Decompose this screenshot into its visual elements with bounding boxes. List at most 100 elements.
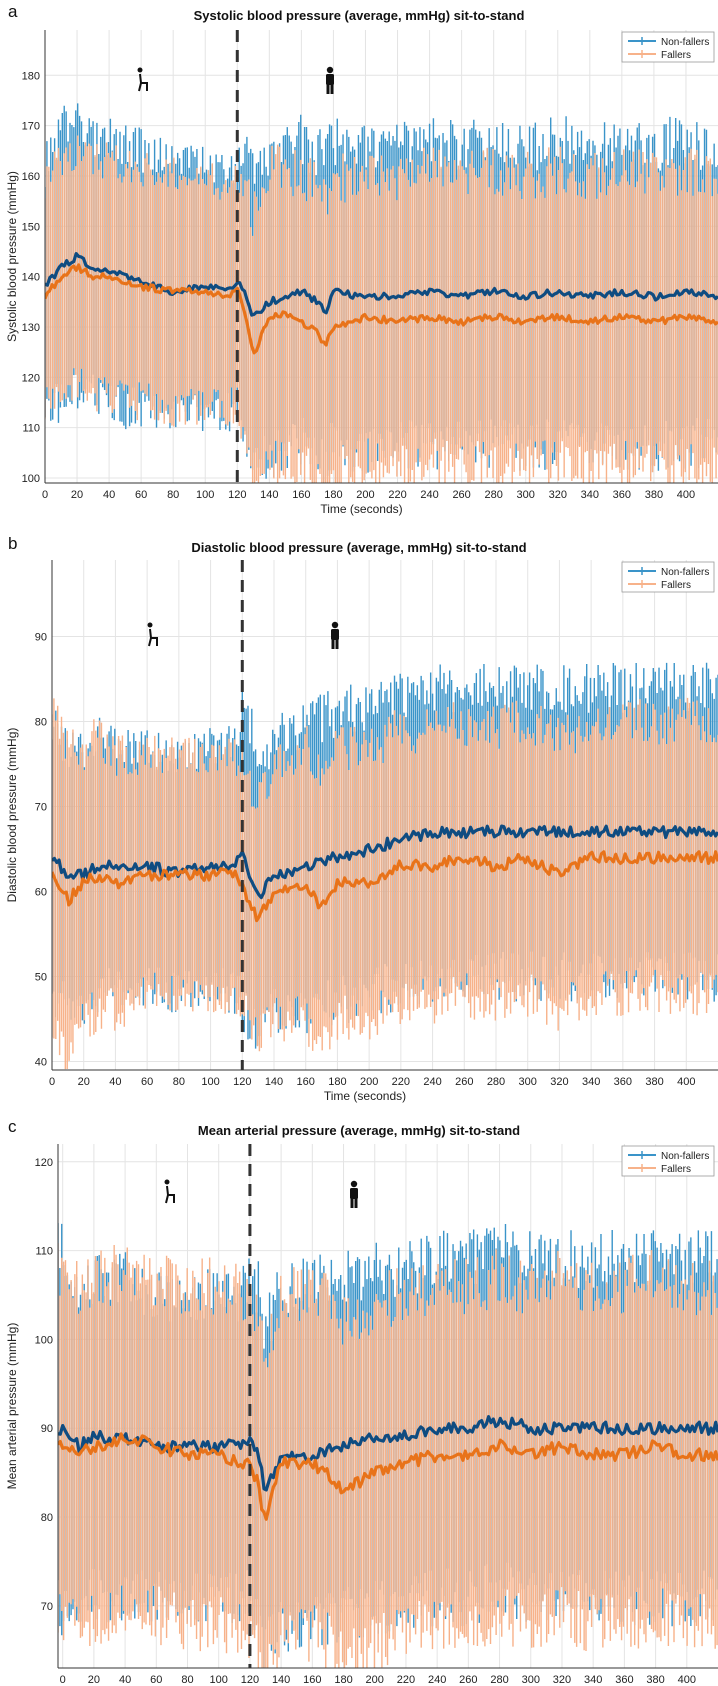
chart-title: Diastolic blood pressure (average, mmHg)… xyxy=(191,540,527,555)
panel-b: b Diastolic blood pressure (average, mmH… xyxy=(0,530,718,1103)
y-tick-label: 40 xyxy=(35,1057,47,1069)
sitting-person-icon xyxy=(137,67,148,92)
y-tick-label: 70 xyxy=(35,802,47,814)
legend-box xyxy=(621,31,715,63)
x-tick-label: 20 xyxy=(71,489,83,501)
y-tick-label: 110 xyxy=(35,1246,53,1258)
plot-area xyxy=(58,1223,718,1668)
x-tick-label: 340 xyxy=(584,1674,602,1686)
x-tick-label: 0 xyxy=(49,1076,55,1088)
panel-letter: b xyxy=(8,534,18,553)
legend-label: Non-fallers xyxy=(661,1151,709,1162)
x-tick-label: 380 xyxy=(645,489,663,501)
x-tick-label: 220 xyxy=(397,1674,415,1686)
x-tick-label: 300 xyxy=(519,1076,537,1088)
mean-line-fallers xyxy=(45,263,718,355)
y-tick-label: 160 xyxy=(22,171,40,183)
plot-area xyxy=(52,662,718,1070)
x-tick-label: 320 xyxy=(553,1674,571,1686)
error-band-fallers xyxy=(58,1243,718,1668)
x-tick-label: 240 xyxy=(423,1076,441,1088)
y-axis-label: Systolic blood pressure (mmHg) xyxy=(5,171,19,342)
plot-area xyxy=(45,103,718,483)
y-tick-label: 80 xyxy=(35,717,47,729)
standing-person-icon xyxy=(331,621,339,649)
x-tick-label: 320 xyxy=(550,1076,568,1088)
x-tick-label: 120 xyxy=(233,1076,251,1088)
x-tick-label: 120 xyxy=(228,489,246,501)
x-tick-label: 240 xyxy=(420,489,438,501)
chart-title: Systolic blood pressure (average, mmHg) … xyxy=(193,8,525,23)
x-tick-label: 160 xyxy=(303,1674,321,1686)
mean-line-fallers xyxy=(58,1432,718,1521)
y-tick-label: 70 xyxy=(41,1601,53,1613)
y-tick-label: 90 xyxy=(41,1423,53,1435)
x-tick-label: 160 xyxy=(297,1076,315,1088)
standing-person-icon xyxy=(326,66,334,94)
x-tick-label: 60 xyxy=(135,489,147,501)
x-tick-label: 0 xyxy=(42,489,48,501)
x-tick-label: 40 xyxy=(119,1674,131,1686)
y-tick-label: 80 xyxy=(41,1512,53,1524)
x-tick-label: 120 xyxy=(241,1674,259,1686)
x-tick-label: 60 xyxy=(141,1076,153,1088)
x-tick-label: 380 xyxy=(645,1076,663,1088)
sitting-person-icon xyxy=(164,1179,175,1204)
y-tick-label: 140 xyxy=(22,272,40,284)
legend: Non-fallers Fallers xyxy=(621,1145,715,1177)
x-tick-label: 300 xyxy=(517,489,535,501)
x-tick-label: 340 xyxy=(581,489,599,501)
diastolic-chart: 0 20 40 60 80 100 120 140 160 180 200 220 240 260 280 3… xyxy=(5,560,718,1103)
legend: Non-fallers Fallers xyxy=(621,31,715,63)
x-tick-label: 320 xyxy=(549,489,567,501)
legend-label: Fallers xyxy=(661,580,691,591)
x-tick-label: 340 xyxy=(582,1076,600,1088)
x-tick-label: 140 xyxy=(260,489,278,501)
x-tick-label: 260 xyxy=(452,489,470,501)
systolic-chart: 0 20 40 60 80 100 120 140 160 180 200 220 240 260 280 3… xyxy=(5,30,718,516)
x-tick-label: 220 xyxy=(392,1076,410,1088)
y-tick-label: 110 xyxy=(22,423,40,435)
legend-box xyxy=(621,1145,715,1177)
x-tick-label: 100 xyxy=(196,489,214,501)
x-tick-label: 100 xyxy=(210,1674,228,1686)
legend: Non-fallers Fallers xyxy=(621,561,715,593)
error-band-fallers xyxy=(45,135,718,483)
y-tick-label: 120 xyxy=(22,372,40,384)
x-tick-label: 360 xyxy=(615,1674,633,1686)
x-tick-label: 100 xyxy=(201,1076,219,1088)
y-tick-label: 170 xyxy=(22,121,40,133)
x-tick-label: 140 xyxy=(272,1674,290,1686)
panel-c: c Mean arterial pressure (average, mmHg)… xyxy=(0,1114,718,1686)
x-tick-label: 300 xyxy=(522,1674,540,1686)
x-tick-label: 80 xyxy=(173,1076,185,1088)
x-tick-label: 360 xyxy=(614,1076,632,1088)
mean-line-fallers xyxy=(52,850,718,923)
x-tick-label: 280 xyxy=(490,1674,508,1686)
x-tick-label: 40 xyxy=(109,1076,121,1088)
y-tick-label: 100 xyxy=(35,1334,53,1346)
mean-line-non-fallers xyxy=(45,252,718,317)
standing-person-icon xyxy=(350,1180,358,1208)
legend-label: Fallers xyxy=(661,1164,691,1175)
x-tick-label: 380 xyxy=(646,1674,664,1686)
x-tick-label: 400 xyxy=(678,1674,696,1686)
y-tick-label: 120 xyxy=(35,1157,53,1169)
legend-label: Non-fallers xyxy=(661,37,709,48)
panel-letter: c xyxy=(8,1117,17,1136)
x-tick-label: 280 xyxy=(484,489,502,501)
legend-label: Non-fallers xyxy=(661,567,709,578)
x-axis-label: Time (seconds) xyxy=(320,502,402,516)
x-tick-label: 80 xyxy=(181,1674,193,1686)
x-tick-label: 60 xyxy=(150,1674,162,1686)
panel-a: a Systolic blood pressure (average, mmHg… xyxy=(0,0,718,516)
x-tick-label: 180 xyxy=(328,1076,346,1088)
x-tick-label: 200 xyxy=(360,1076,378,1088)
x-tick-label: 20 xyxy=(88,1674,100,1686)
mean-arterial-chart: 0 20 40 60 80 100 120 140 160 180 200 220 240 260 280 3… xyxy=(5,1144,718,1686)
legend-label: Fallers xyxy=(661,50,691,61)
y-tick-label: 180 xyxy=(22,70,40,82)
x-tick-label: 80 xyxy=(167,489,179,501)
x-tick-label: 220 xyxy=(388,489,406,501)
x-tick-label: 20 xyxy=(78,1076,90,1088)
